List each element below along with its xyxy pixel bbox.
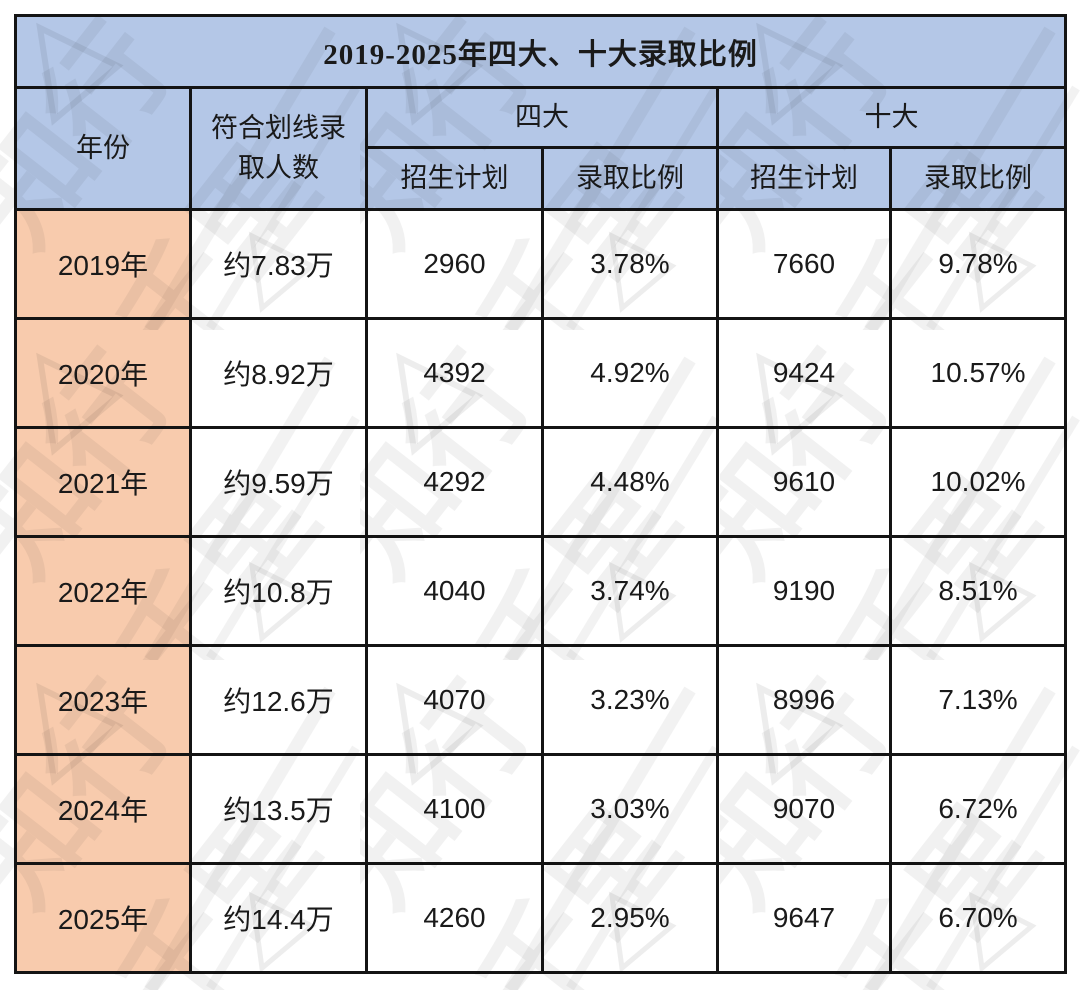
col-group-big4: 四大 — [365, 86, 719, 149]
big4-plan-cell: 4292 — [365, 426, 544, 538]
big10-ratio-cell: 9.78% — [888, 208, 1068, 320]
col-group-big10: 十大 — [715, 86, 1068, 149]
big4-ratio-cell: 2.95% — [541, 862, 719, 974]
big4-ratio-cell: 4.48% — [541, 426, 719, 538]
qualified-cell: 约8.92万 — [189, 317, 368, 429]
col-header-year: 年份 — [14, 86, 192, 211]
qualified-cell: 约14.4万 — [189, 862, 368, 974]
year-cell: 2022年 — [14, 535, 192, 647]
col-header-qualified: 符合划线录取人数 — [189, 86, 368, 211]
big4-plan-cell: 4260 — [365, 862, 544, 974]
qualified-cell: 约7.83万 — [189, 208, 368, 320]
year-cell: 2020年 — [14, 317, 192, 429]
year-cell: 2025年 — [14, 862, 192, 974]
qualified-cell: 约10.8万 — [189, 535, 368, 647]
big10-ratio-cell: 6.72% — [888, 753, 1068, 865]
big10-ratio-cell: 8.51% — [888, 535, 1068, 647]
col-header-big10-ratio: 录取比例 — [888, 146, 1068, 211]
table-row: 2025年 约14.4万 4260 2.95% 9647 6.70% — [14, 862, 1068, 974]
big4-plan-cell: 4040 — [365, 535, 544, 647]
big10-ratio-cell: 6.70% — [888, 862, 1068, 974]
year-cell: 2024年 — [14, 753, 192, 865]
col-header-big4-ratio: 录取比例 — [541, 146, 719, 211]
big10-plan-cell: 9647 — [716, 862, 892, 974]
big10-plan-cell: 9190 — [716, 535, 892, 647]
big4-plan-cell: 4100 — [365, 753, 544, 865]
header-row-groups: 年份 符合划线录取人数 四大 十大 — [14, 86, 1068, 211]
big4-plan-cell: 4392 — [365, 317, 544, 429]
table-row: 2024年 约13.5万 4100 3.03% 9070 6.72% — [14, 753, 1068, 865]
table-row: 2020年 约8.92万 4392 4.92% 9424 10.57% — [14, 317, 1068, 429]
qualified-cell: 约12.6万 — [189, 644, 368, 756]
title-row: 2019-2025年四大、十大录取比例 — [13, 14, 1068, 89]
big4-plan-cell: 4070 — [365, 644, 544, 756]
year-cell: 2023年 — [14, 644, 192, 756]
big10-ratio-cell: 7.13% — [888, 644, 1068, 756]
table-row: 2021年 约9.59万 4292 4.48% 9610 10.02% — [14, 426, 1068, 538]
year-cell: 2019年 — [14, 208, 192, 320]
big4-ratio-cell: 3.78% — [541, 208, 719, 320]
big4-ratio-cell: 3.74% — [541, 535, 719, 647]
big4-ratio-cell: 3.23% — [541, 644, 719, 756]
table-row: 2019年 约7.83万 2960 3.78% 7660 9.78% — [14, 208, 1068, 320]
big10-ratio-cell: 10.57% — [888, 317, 1068, 429]
big10-plan-cell: 9424 — [716, 317, 892, 429]
big4-ratio-cell: 3.03% — [541, 753, 719, 865]
big4-plan-cell: 2960 — [365, 208, 544, 320]
big10-plan-cell: 7660 — [716, 208, 892, 320]
col-header-big4-plan: 招生计划 — [365, 146, 544, 211]
table-title: 2019-2025年四大、十大录取比例 — [13, 14, 1068, 89]
table-row: 2023年 约12.6万 4070 3.23% 8996 7.13% — [14, 644, 1068, 756]
big10-ratio-cell: 10.02% — [888, 426, 1068, 538]
year-cell: 2021年 — [14, 426, 192, 538]
qualified-cell: 约13.5万 — [189, 753, 368, 865]
col-header-big10-plan: 招生计划 — [716, 146, 892, 211]
big10-plan-cell: 9070 — [716, 753, 892, 865]
big10-plan-cell: 8996 — [716, 644, 892, 756]
big10-plan-cell: 9610 — [716, 426, 892, 538]
admission-ratio-table: 2019-2025年四大、十大录取比例 年份 符合划线录取人数 四大 十大 招生… — [13, 14, 1068, 974]
qualified-cell: 约9.59万 — [189, 426, 368, 538]
table-row: 2022年 约10.8万 4040 3.74% 9190 8.51% — [14, 535, 1068, 647]
big4-ratio-cell: 4.92% — [541, 317, 719, 429]
